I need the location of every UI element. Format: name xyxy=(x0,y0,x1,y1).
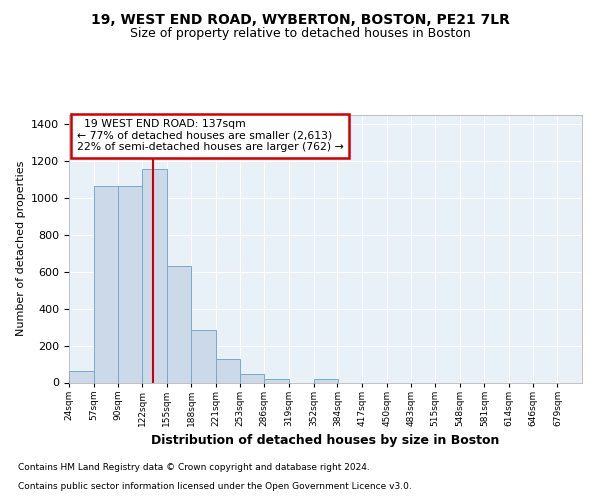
Bar xyxy=(69,370,94,382)
Text: Contains HM Land Registry data © Crown copyright and database right 2024.: Contains HM Land Registry data © Crown c… xyxy=(18,464,370,472)
Text: Size of property relative to detached houses in Boston: Size of property relative to detached ho… xyxy=(130,28,470,40)
Bar xyxy=(240,374,265,382)
Bar xyxy=(118,186,143,382)
Text: Contains public sector information licensed under the Open Government Licence v3: Contains public sector information licen… xyxy=(18,482,412,491)
Bar xyxy=(314,379,338,382)
Text: 19, WEST END ROAD, WYBERTON, BOSTON, PE21 7LR: 19, WEST END ROAD, WYBERTON, BOSTON, PE2… xyxy=(91,12,509,26)
Bar xyxy=(94,186,118,382)
Bar xyxy=(142,170,167,382)
Bar xyxy=(265,379,289,382)
Bar xyxy=(216,358,241,382)
X-axis label: Distribution of detached houses by size in Boston: Distribution of detached houses by size … xyxy=(151,434,500,447)
Bar xyxy=(167,266,191,382)
Y-axis label: Number of detached properties: Number of detached properties xyxy=(16,161,26,336)
Bar xyxy=(191,330,216,382)
Text: 19 WEST END ROAD: 137sqm  
← 77% of detached houses are smaller (2,613)
22% of s: 19 WEST END ROAD: 137sqm ← 77% of detach… xyxy=(77,119,343,152)
